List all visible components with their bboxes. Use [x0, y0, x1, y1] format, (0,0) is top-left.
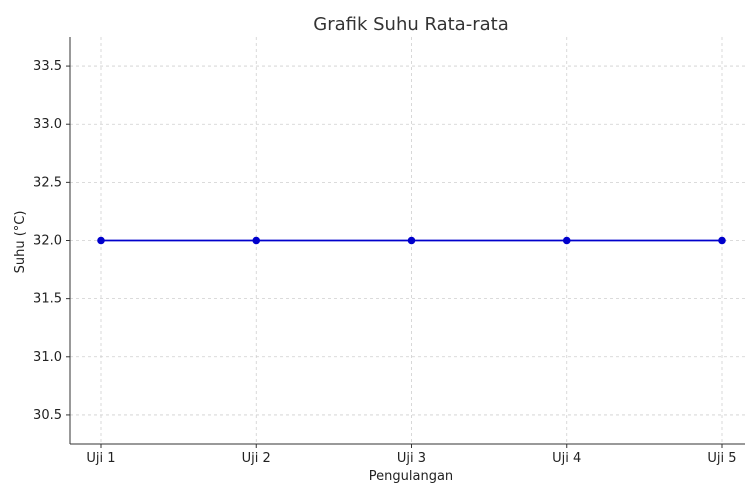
y-tick-label: 32.0	[33, 234, 62, 249]
data-point	[252, 236, 261, 245]
x-tick-label: Uji 4	[552, 451, 581, 466]
x-tick-label: Uji 5	[707, 451, 736, 466]
y-tick-label: 31.0	[33, 350, 62, 365]
data-point	[407, 236, 416, 245]
y-ticks: 30.5 31.0 31.5 32.0 32.5 33.0 33.5	[33, 59, 70, 423]
x-tick-label: Uji 2	[242, 451, 271, 466]
y-axis-label: Suhu (°C)	[13, 211, 28, 274]
data-point	[718, 236, 726, 245]
y-tick-label: 31.5	[33, 292, 62, 307]
chart-title: Grafik Suhu Rata-rata	[313, 14, 508, 35]
y-tick-label: 33.5	[33, 59, 62, 74]
x-axis-label: Pengulangan	[369, 469, 453, 484]
x-tick-label: Uji 1	[86, 451, 115, 466]
x-ticks: Uji 1 Uji 2 Uji 3 Uji 4 Uji 5	[86, 444, 737, 466]
series-layer	[97, 236, 726, 245]
x-tick-label: Uji 3	[397, 451, 426, 466]
y-tick-label: 30.5	[33, 408, 62, 423]
y-tick-label: 32.5	[33, 175, 62, 190]
y-tick-label: 33.0	[33, 117, 62, 132]
data-point	[562, 236, 571, 245]
data-point	[97, 236, 105, 245]
